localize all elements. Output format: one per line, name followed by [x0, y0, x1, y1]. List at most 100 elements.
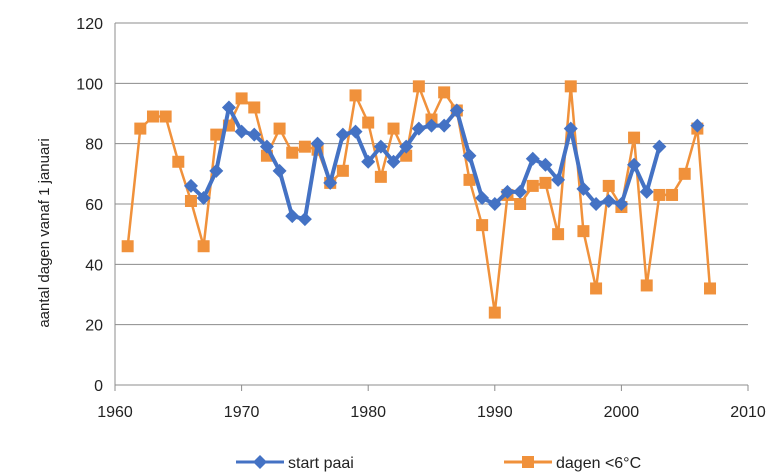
data-point-square — [666, 188, 679, 201]
data-point-square — [577, 225, 590, 238]
data-point-diamond — [221, 100, 236, 115]
data-point-diamond — [247, 127, 262, 142]
data-point-square — [628, 131, 641, 144]
data-point-square — [590, 282, 603, 295]
data-point-square — [362, 116, 375, 129]
data-point-diamond — [310, 136, 325, 151]
data-point-diamond — [386, 154, 401, 169]
y-tick-label: 120 — [76, 16, 103, 33]
y-axis-title: aantal dagen vanaf 1 januari — [36, 138, 53, 327]
legend-label: dagen <6°C — [556, 455, 641, 472]
data-point-diamond — [576, 181, 591, 196]
data-point-square — [248, 101, 261, 114]
data-point-diamond — [323, 175, 338, 190]
data-point-diamond — [563, 121, 578, 136]
y-tick-label: 40 — [85, 257, 103, 274]
data-point-diamond — [525, 151, 540, 166]
data-point-square — [298, 140, 311, 153]
data-point-square — [273, 122, 286, 135]
data-point-square — [564, 80, 577, 93]
data-point-diamond — [475, 190, 490, 205]
y-tick-label: 20 — [85, 318, 103, 335]
data-point-diamond — [259, 139, 274, 154]
data-point-diamond — [209, 163, 224, 178]
data-point-square — [184, 194, 197, 207]
y-tick-label: 100 — [76, 76, 103, 93]
data-point-diamond — [449, 103, 464, 118]
data-point-square — [349, 89, 362, 102]
legend: start paai dagen <6°C — [236, 455, 641, 472]
x-tick-label: 1970 — [224, 404, 260, 421]
data-point-diamond — [297, 212, 312, 227]
data-point-diamond — [551, 172, 566, 187]
data-point-square — [387, 122, 400, 135]
data-point-diamond — [196, 190, 211, 205]
data-point-square — [121, 240, 134, 253]
data-point-square — [602, 179, 615, 192]
data-point-square — [704, 282, 717, 295]
data-point-diamond — [285, 209, 300, 224]
data-point-square — [172, 155, 185, 168]
data-point-diamond — [652, 139, 667, 154]
data-point-square — [463, 173, 476, 186]
data-point-square — [514, 198, 527, 210]
x-tick-label: 1960 — [97, 404, 133, 421]
data-point-diamond — [361, 154, 376, 169]
data-point-square — [653, 188, 666, 201]
data-point-diamond — [627, 157, 642, 172]
data-point-square — [197, 240, 210, 253]
data-point-diamond — [513, 184, 528, 199]
data-point-square — [210, 128, 223, 141]
y-tick-label: 60 — [85, 197, 103, 214]
data-point-diamond — [399, 139, 414, 154]
data-point-square — [552, 228, 565, 241]
data-point-diamond — [234, 124, 249, 139]
legend-swatch-marker — [522, 456, 534, 468]
data-point-diamond — [589, 197, 604, 211]
y-tick-label: 80 — [85, 137, 103, 154]
data-point-diamond — [614, 197, 629, 211]
series-dagen-6c — [121, 80, 717, 319]
x-tick-label: 1990 — [477, 404, 513, 421]
data-point-diamond — [462, 148, 477, 163]
data-point-diamond — [183, 178, 198, 193]
axes — [114, 23, 749, 391]
data-point-diamond — [690, 118, 705, 133]
x-tick-label: 2010 — [730, 404, 766, 421]
data-point-square — [438, 86, 451, 99]
data-point-diamond — [639, 184, 654, 199]
data-point-diamond — [335, 127, 350, 142]
series-start-paai — [183, 100, 705, 227]
data-point-square — [539, 176, 552, 189]
series — [121, 80, 717, 319]
data-point-diamond — [411, 121, 426, 136]
data-point-diamond — [437, 118, 452, 133]
data-point-square — [336, 164, 349, 177]
legend-swatch-marker — [253, 455, 267, 469]
data-point-square — [678, 167, 691, 180]
data-point-diamond — [373, 139, 388, 154]
data-point-square — [374, 170, 387, 183]
x-tick-label: 2000 — [604, 404, 640, 421]
series-line — [189, 105, 662, 222]
tick-labels: 0 20 40 60 80 100 120 1960 1970 1980 1990 2000 2010 — [76, 16, 766, 421]
x-tick-label: 1980 — [350, 404, 386, 421]
data-point-square — [286, 146, 299, 159]
legend-item-start-paai: start paai — [236, 455, 354, 472]
data-point-diamond — [487, 197, 502, 211]
data-point-square — [476, 219, 489, 232]
data-point-square — [146, 110, 159, 123]
data-point-diamond — [538, 157, 553, 172]
y-tick-label: 0 — [94, 378, 103, 395]
data-point-square — [159, 110, 172, 123]
data-point-square — [640, 279, 653, 292]
data-point-diamond — [500, 184, 515, 199]
data-point-square — [488, 306, 501, 319]
data-point-diamond — [601, 193, 616, 208]
data-point-diamond — [348, 124, 363, 139]
data-point-diamond — [272, 163, 287, 178]
data-point-square — [134, 122, 147, 135]
data-point-diamond — [424, 118, 439, 133]
